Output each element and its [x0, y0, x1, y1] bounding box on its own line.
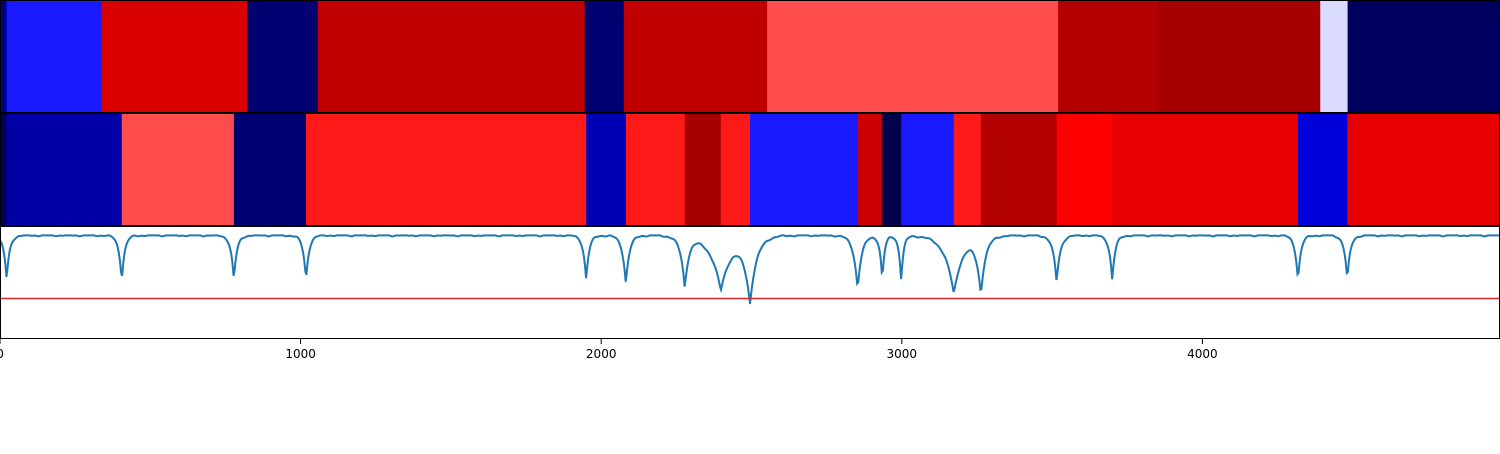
heatmap-cell-row2-8 [684, 113, 722, 226]
heatmap-cell-row2-16 [1056, 113, 1113, 226]
x-tick-label-0: 0 [0, 347, 4, 361]
signal-line [0, 234, 1500, 305]
x-tick-label-4000: 4000 [1187, 347, 1218, 361]
heatmap-cell-row1-3 [101, 0, 248, 113]
heatmap-cell-row2-13 [901, 113, 955, 226]
x-tick-label-1000: 1000 [285, 347, 316, 361]
heatmap-cell-row2-17 [1112, 113, 1299, 226]
x-axis: 0 1000 2000 3000 4000 [0, 339, 1218, 361]
heatmap-cell-row1-9 [1058, 0, 1159, 113]
heatmap-cell-row2-14 [953, 113, 982, 226]
heatmap-cell-row2-1 [0, 113, 8, 226]
x-tick-label-2000: 2000 [586, 347, 617, 361]
heatmap-cell-row2-7 [625, 113, 686, 226]
heatmap-cell-row2-18 [1297, 113, 1348, 226]
line-panel-background [0, 226, 1500, 339]
heatmap-cell-row1-1 [0, 0, 8, 113]
heatmap-row-2 [0, 113, 1500, 226]
heatmap-cell-row1-2 [6, 0, 103, 113]
heatmap-cell-row2-11 [857, 113, 883, 226]
heatmap-cell-row2-4 [233, 113, 307, 226]
line-panel [0, 226, 1500, 339]
heatmap-cell-row2-12 [882, 113, 902, 226]
heatmap-cell-row2-6 [586, 113, 627, 226]
heatmap-cell-row2-5 [306, 113, 587, 226]
heatmap-cell-row2-9 [720, 113, 751, 226]
x-tick-label-3000: 3000 [887, 347, 918, 361]
heatmap-cell-row2-15 [980, 113, 1058, 226]
heatmap-cell-row1-11 [1320, 0, 1349, 113]
heatmap-cell-row1-5 [317, 0, 586, 113]
heatmap-cell-row1-4 [247, 0, 319, 113]
heatmap-cell-row2-19 [1347, 113, 1500, 226]
heatmap-cell-row1-6 [584, 0, 625, 113]
heatmap-cell-row1-12 [1347, 0, 1500, 113]
heatmap-cell-row1-10 [1158, 0, 1321, 113]
heatmap-cell-row2-10 [750, 113, 859, 226]
heatmap-cell-row2-3 [121, 113, 235, 226]
heatmap-cell-row1-8 [767, 0, 1059, 113]
heatmap-cell-row1-7 [623, 0, 768, 113]
heatmap-row-1 [0, 0, 1500, 113]
heatmap-cell-row2-2 [6, 113, 123, 226]
